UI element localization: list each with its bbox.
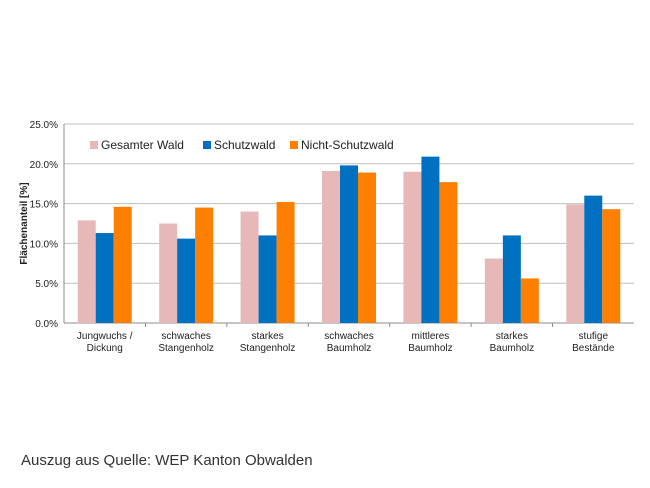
y-tick-label: 10.0% [30, 239, 58, 250]
x-tick-label: starkes [496, 331, 528, 342]
legend-label: Gesamter Wald [101, 138, 184, 152]
bar [177, 238, 196, 323]
bar [584, 195, 603, 323]
x-tick-label: schwaches [161, 331, 210, 342]
bar [159, 223, 178, 323]
bar [566, 204, 585, 323]
x-tick-label: Baumholz [490, 343, 534, 354]
bar [240, 211, 259, 323]
bar [421, 156, 440, 323]
y-tick-label: 15.0% [30, 200, 58, 211]
bar [258, 235, 277, 323]
bar [358, 172, 376, 323]
y-axis-label: Flächenanteil [%] [19, 182, 30, 264]
bar [322, 170, 340, 323]
bar [484, 258, 503, 323]
x-tick-label: Dickung [87, 343, 123, 354]
y-tick-label: 25.0% [30, 120, 58, 131]
x-tick-label: mittleres [412, 331, 450, 342]
x-tick-label: Baumholz [327, 343, 371, 354]
legend-label: Schutzwald [214, 138, 275, 152]
x-tick-label: Baumholz [408, 343, 452, 354]
legend-swatch [290, 141, 298, 149]
legend-label: Nicht-Schutzwald [301, 138, 394, 152]
y-tick-label: 5.0% [35, 279, 58, 290]
bar [276, 202, 295, 323]
y-tick-label: 0.0% [35, 319, 58, 330]
x-tick-label: Stangenholz [158, 343, 214, 354]
bar [95, 233, 114, 323]
legend-swatch [90, 141, 98, 149]
bar [520, 278, 539, 323]
x-tick-label: stufige [579, 331, 609, 342]
x-tick-label: schwaches [324, 331, 373, 342]
bar [77, 220, 96, 323]
source-caption: Auszug aus Quelle: WEP Kanton Obwalden [21, 452, 313, 469]
bar [113, 206, 132, 323]
bar [502, 235, 521, 323]
bar [602, 209, 621, 323]
bar [340, 165, 358, 323]
x-tick-label: starkes [251, 331, 283, 342]
legend-swatch [203, 141, 211, 149]
bar [439, 182, 458, 323]
bar [403, 171, 422, 323]
x-tick-label: Bestände [572, 343, 615, 354]
x-tick-label: Jungwuchs / [77, 331, 133, 342]
y-tick-label: 20.0% [30, 160, 58, 171]
bar [195, 207, 214, 323]
x-tick-label: Stangenholz [240, 343, 296, 354]
